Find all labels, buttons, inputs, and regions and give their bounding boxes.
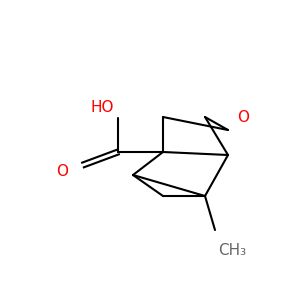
Text: O: O — [237, 110, 249, 124]
Text: CH₃: CH₃ — [218, 243, 246, 258]
Text: HO: HO — [90, 100, 113, 115]
Text: O: O — [56, 164, 68, 179]
